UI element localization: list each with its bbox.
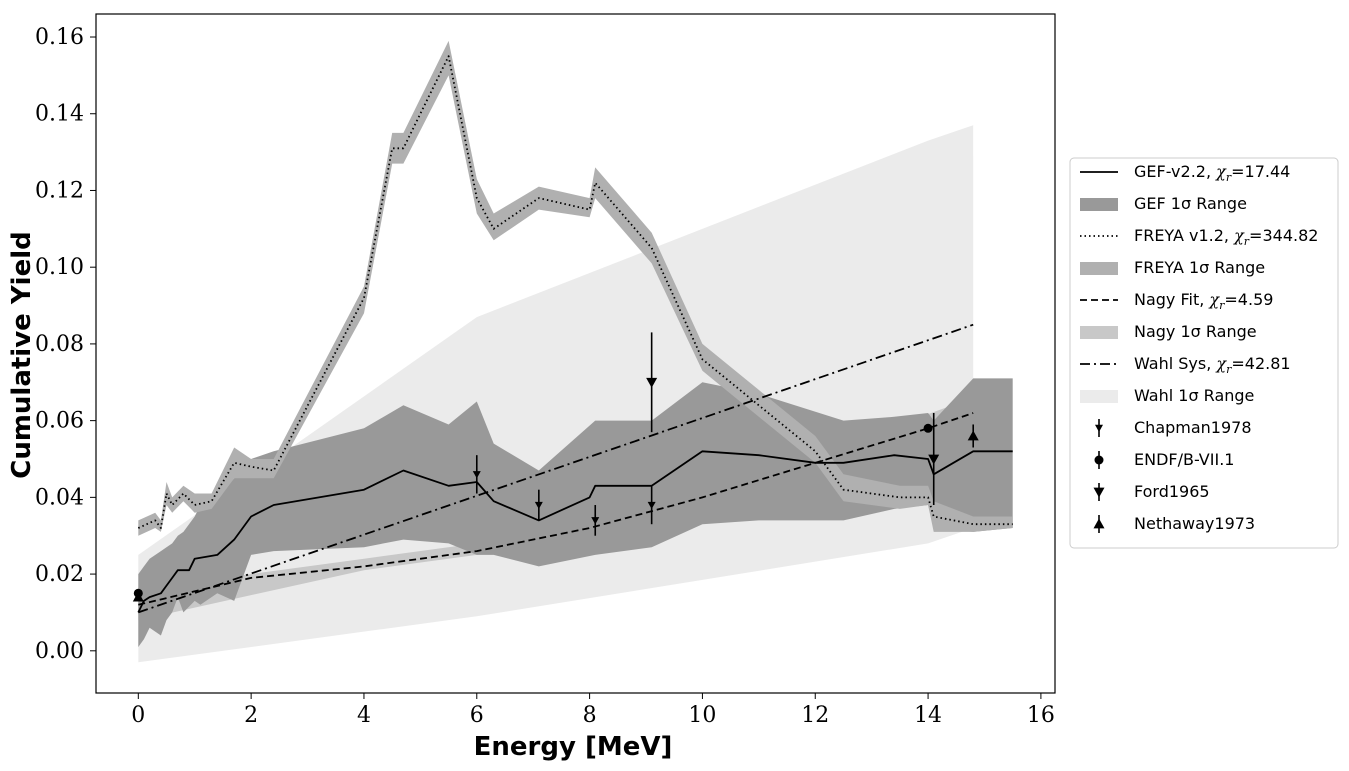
x-tick-label: 2 bbox=[244, 703, 258, 728]
data-point-3-0 bbox=[132, 591, 144, 602]
band-1 bbox=[138, 397, 974, 621]
legend-item-4: Nagy Fit, χr=4.59 bbox=[1080, 290, 1273, 312]
legend-label: GEF 1σ Range bbox=[1134, 194, 1247, 213]
series-line-0 bbox=[137, 450, 1013, 613]
legend-label: Ford1965 bbox=[1134, 482, 1210, 501]
data-point-0-2 bbox=[591, 517, 600, 525]
series-line-3 bbox=[138, 323, 974, 614]
y-tick-label: 0.02 bbox=[35, 562, 84, 587]
bands-layer bbox=[138, 40, 1013, 663]
y-tick-label: 0.12 bbox=[35, 178, 84, 203]
legend-item-2: FREYA v1.2, χr=344.82 bbox=[1080, 226, 1318, 248]
data-point-3-1 bbox=[967, 430, 979, 441]
legend-item-11: Nethaway1973 bbox=[1093, 514, 1255, 533]
y-tick-label: 0.04 bbox=[35, 485, 84, 510]
legend-marker bbox=[1095, 424, 1103, 432]
legend-label: Wahl 1σ Range bbox=[1134, 386, 1254, 405]
data-point-2-0 bbox=[646, 377, 658, 388]
data-point-0-1 bbox=[534, 501, 543, 510]
y-tick-label: 0.16 bbox=[35, 25, 84, 50]
legend-marker bbox=[1094, 455, 1104, 465]
legend: GEF-v2.2, χr=17.44 GEF 1σ Range FREYA v1.2… bbox=[1069, 157, 1339, 549]
points-layer bbox=[132, 332, 979, 602]
legend-label: FREYA 1σ Range bbox=[1134, 258, 1265, 277]
legend-item-9: ENDF/B-VII.1 bbox=[1094, 450, 1234, 469]
x-tick-label: 6 bbox=[470, 703, 484, 728]
lines-layer bbox=[137, 55, 1013, 614]
y-tick-label: 0.06 bbox=[35, 409, 84, 434]
legend-patch-swatch bbox=[1080, 198, 1118, 211]
x-tick-label: 0 bbox=[131, 703, 145, 728]
legend-label: GEF-v2.2, χr=17.44 bbox=[1134, 162, 1290, 184]
y-tick-label: 0.00 bbox=[35, 639, 84, 664]
x-tick-label: 8 bbox=[583, 703, 597, 728]
legend-label: Nagy 1σ Range bbox=[1134, 322, 1257, 341]
legend-label: Wahl Sys, χr=42.81 bbox=[1134, 354, 1291, 376]
legend-label: Nagy Fit, χr=4.59 bbox=[1134, 290, 1273, 312]
x-axis-ticks: 0 2 4 6 8 10 12 14 16 bbox=[131, 693, 1055, 728]
y-axis-title: Cumulative Yield bbox=[7, 231, 37, 479]
legend-label: Nethaway1973 bbox=[1134, 514, 1255, 533]
legend-frame bbox=[1069, 157, 1339, 549]
data-point-2-1 bbox=[928, 454, 940, 465]
legend-label: Chapman1978 bbox=[1134, 418, 1252, 437]
y-tick-label: 0.08 bbox=[35, 332, 84, 357]
legend-item-5: Nagy 1σ Range bbox=[1080, 322, 1257, 341]
x-tick-label: 10 bbox=[688, 703, 716, 728]
legend-label: FREYA v1.2, χr=344.82 bbox=[1134, 226, 1318, 248]
data-point-1-1 bbox=[923, 423, 933, 433]
legend-item-8: Chapman1978 bbox=[1095, 418, 1252, 437]
band-3 bbox=[138, 40, 1013, 536]
legend-patch-swatch bbox=[1080, 262, 1118, 275]
y-tick-label: 0.10 bbox=[35, 255, 84, 280]
plot-frame bbox=[95, 13, 1056, 694]
x-tick-label: 4 bbox=[357, 703, 371, 728]
x-axis-title: Energy [MeV] bbox=[474, 732, 673, 762]
legend-item-6: Wahl Sys, χr=42.81 bbox=[1080, 354, 1291, 376]
data-point-0-3 bbox=[647, 501, 656, 510]
legend-item-7: Wahl 1σ Range bbox=[1080, 386, 1254, 405]
legend-patch-swatch bbox=[1080, 326, 1118, 339]
legend-item-0: GEF-v2.2, χr=17.44 bbox=[1080, 162, 1290, 184]
data-point-0-0 bbox=[472, 471, 481, 479]
legend-marker bbox=[1093, 518, 1105, 529]
legend-marker bbox=[1093, 487, 1105, 498]
y-axis-ticks: 0.00 0.02 0.04 0.06 0.08 0.10 0.12 0.14 0.16 bbox=[35, 25, 96, 664]
legend-patch-swatch bbox=[1080, 390, 1118, 403]
legend-item-1: GEF 1σ Range bbox=[1080, 194, 1247, 213]
legend-item-10: Ford1965 bbox=[1093, 482, 1210, 501]
y-tick-label: 0.14 bbox=[35, 102, 84, 127]
series-line-1 bbox=[137, 55, 1013, 529]
x-tick-label: 12 bbox=[801, 703, 829, 728]
legend-label: ENDF/B-VII.1 bbox=[1134, 450, 1234, 469]
band-2 bbox=[138, 378, 1013, 647]
x-tick-label: 16 bbox=[1027, 703, 1055, 728]
x-tick-label: 14 bbox=[914, 703, 942, 728]
legend-item-3: FREYA 1σ Range bbox=[1080, 258, 1265, 277]
series-line-2 bbox=[138, 412, 974, 606]
